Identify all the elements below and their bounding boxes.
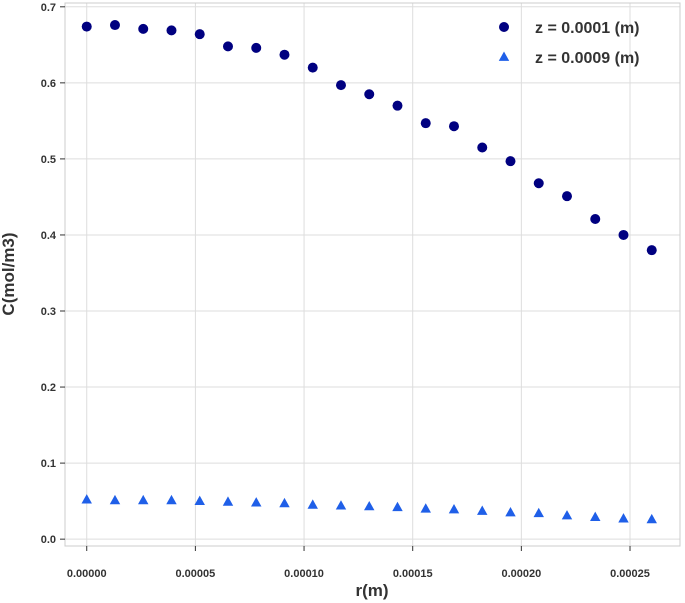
- data-point-triangle: [307, 499, 318, 509]
- legend-triangle-marker: [498, 51, 510, 61]
- data-point-triangle: [335, 500, 347, 510]
- data-point-triangle: [420, 503, 431, 513]
- data-point-triangle: [109, 494, 121, 505]
- data-point-triangle: [618, 513, 629, 523]
- data-point-circle: [335, 80, 346, 91]
- legend: z = 0.0001 (m) z = 0.0009 (m): [498, 20, 640, 67]
- data-point-circle: [646, 245, 657, 256]
- data-point-circle: [109, 20, 120, 31]
- x-axis-title: r(m): [355, 581, 388, 600]
- y-tick-label: 0.3: [41, 306, 56, 318]
- x-tick-label: 0.00010: [284, 568, 324, 580]
- data-point-triangle: [561, 510, 573, 520]
- data-point-circle: [222, 41, 233, 52]
- y-tick-label: 0.2: [41, 382, 56, 394]
- data-point-triangle: [448, 503, 460, 514]
- data-point-triangle: [138, 494, 149, 505]
- legend-label: z = 0.0001 (m): [535, 20, 640, 37]
- y-tick-label: 0.0: [41, 534, 56, 546]
- x-tick-label: 0.00015: [393, 568, 433, 580]
- y-tick-label: 0.6: [41, 78, 56, 90]
- data-point-circle: [166, 25, 177, 36]
- y-axis-ticks: 0.0 0.1 0.2 0.3 0.4 0.5 0.6 0.7: [41, 2, 65, 546]
- series-1-points: [81, 20, 657, 256]
- legend-label: z = 0.0009 (m): [535, 50, 640, 67]
- data-point-triangle: [81, 494, 92, 504]
- series-2-points: [81, 494, 657, 524]
- data-point-circle: [448, 121, 459, 132]
- data-point-circle: [561, 191, 572, 202]
- x-tick-label: 0.00020: [501, 568, 541, 580]
- data-point-triangle: [646, 513, 657, 524]
- data-point-triangle: [533, 507, 544, 518]
- legend-circle-marker: [499, 22, 509, 32]
- data-point-triangle: [392, 501, 403, 512]
- data-point-circle: [420, 118, 431, 129]
- data-point-triangle: [364, 500, 375, 511]
- y-axis-title: C(mol/m3): [0, 232, 18, 315]
- data-point-circle: [251, 42, 262, 53]
- data-point-circle: [307, 62, 318, 73]
- x-tick-label: 0.00005: [176, 568, 216, 580]
- x-tick-label: 0.00000: [67, 568, 107, 580]
- data-point-triangle: [194, 495, 205, 505]
- data-point-circle: [590, 213, 601, 224]
- data-point-triangle: [590, 511, 601, 521]
- data-point-circle: [364, 89, 375, 100]
- data-point-circle: [477, 142, 488, 153]
- data-point-circle: [533, 178, 544, 189]
- data-point-triangle: [279, 497, 290, 508]
- plot-frame: [64, 2, 681, 547]
- data-marks: [81, 20, 657, 524]
- data-point-triangle: [505, 507, 516, 517]
- data-point-circle: [81, 21, 92, 32]
- grid: [65, 3, 680, 546]
- y-tick-label: 0.5: [41, 154, 56, 166]
- data-point-circle: [194, 29, 205, 40]
- x-tick-label: 0.00025: [610, 568, 650, 580]
- data-point-triangle: [166, 494, 177, 505]
- data-point-triangle: [251, 497, 262, 507]
- y-tick-label: 0.7: [41, 2, 56, 14]
- data-point-circle: [279, 49, 290, 60]
- data-point-circle: [618, 229, 629, 240]
- y-tick-label: 0.4: [41, 230, 57, 242]
- data-point-triangle: [477, 505, 488, 515]
- data-point-circle: [505, 156, 516, 167]
- x-axis-ticks: 0.00000 0.00005 0.00010 0.00015 0.00020 0.000…: [67, 546, 650, 580]
- data-point-circle: [392, 100, 403, 111]
- data-point-triangle: [222, 496, 234, 506]
- y-tick-label: 0.1: [41, 458, 56, 470]
- data-point-circle: [138, 23, 149, 34]
